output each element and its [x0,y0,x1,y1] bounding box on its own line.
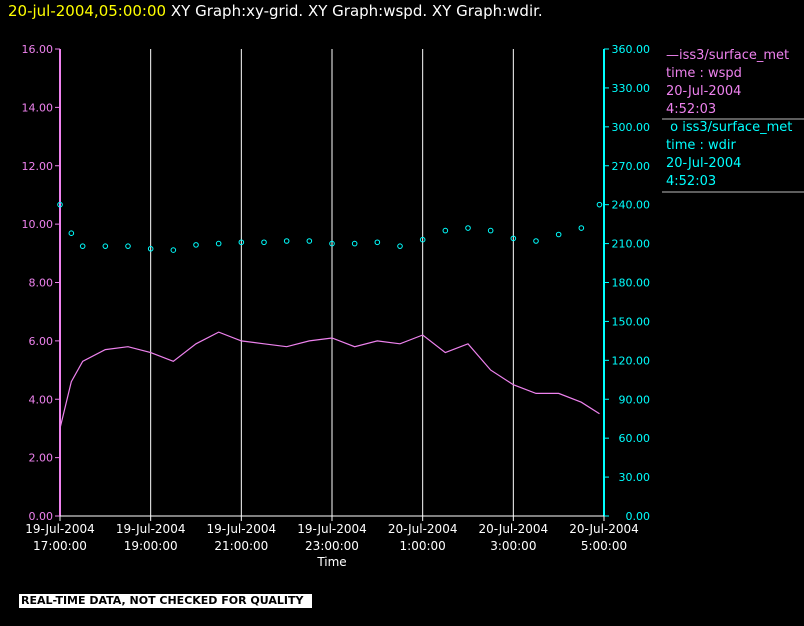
series-point-wdir [238,239,245,246]
series-point-wdir [125,243,131,249]
legend-wdir-marker-swatch: o [666,120,683,135]
legend-wdir-name: iss3/surface_met [682,120,793,135]
series-point-wdir [533,238,539,244]
y-right-tick-label: 180.00 [612,277,651,290]
legend-wspd-date: 20-Jul-2004 [666,84,742,99]
y-right-tick-label: 210.00 [612,238,651,251]
series-point-wdir [68,230,75,237]
series-point-wdir [596,201,603,208]
series-point-wdir [79,243,86,249]
y-left-tick-label: 12.00 [22,160,54,173]
x-tick-label-time: 3:00:00 [490,539,536,553]
series-point-wdir [578,225,585,231]
series-point-wdir [215,240,222,247]
header-timestamp: 20-jul-2004,05:00:00 [8,2,167,20]
series-point-wdir [465,225,471,231]
y-right-tick-label: 120.00 [612,354,651,367]
x-tick-label-time: 23:00:00 [305,539,359,553]
x-tick-label-date: 19-Jul-2004 [116,522,186,536]
legend-wdir-variable: time : wdir [666,138,736,153]
y-left-tick-label: 16.00 [22,43,54,56]
y-left-tick-label: 8.00 [29,277,54,290]
series-point-wdir [102,243,109,249]
y-right-tick-label: 360.00 [612,43,651,56]
x-tick-label-date: 20-Jul-2004 [479,522,549,536]
series-point-wdir [147,245,154,252]
x-tick-label-time: 19:00:00 [124,539,178,553]
series-point-wdir [510,235,517,242]
series-point-wdir [57,201,63,208]
y-right-tick-label: 240.00 [612,199,651,212]
legend-wdir-date: 20-Jul-2004 [666,156,742,171]
legend-wspd-time: 4:52:03 [666,102,717,117]
series-point-wdir [261,239,267,246]
header-graph-titles: XY Graph:xy-grid. XY Graph:wspd. XY Grap… [170,2,543,20]
y-left-tick-label: 6.00 [29,335,54,348]
x-tick-label-date: 20-Jul-2004 [388,522,458,536]
series-point-wdir [351,240,358,247]
y-right-tick-label: 270.00 [612,160,651,173]
x-tick-label-time: 5:00:00 [581,539,627,553]
legend-wspd: —iss3/surface_met time : wspd 20-Jul-200… [666,47,789,119]
series-point-wdir [487,227,494,234]
x-tick-label-date: 19-Jul-2004 [25,522,95,536]
series-point-wdir [419,236,426,243]
y-right-tick-label: 0.00 [626,510,651,523]
series-point-wdir [374,239,381,246]
y-left-tick-label: 2.00 [29,452,54,465]
y-left-tick-label: 4.00 [29,393,54,406]
series-point-wdir [442,227,449,234]
legend-wdir-time: 4:52:03 [666,174,717,189]
series-line-wspd [59,331,600,429]
y-left-tick-label: 0.00 [29,510,54,523]
y-left-tick-label: 14.00 [22,101,54,114]
legend-wspd-name: iss3/surface_met [679,48,790,63]
quality-note: REAL-TIME DATA, NOT CHECKED FOR QUALITY [19,594,313,608]
x-axis-label: Time [316,555,346,569]
y-left-tick-label: 10.00 [22,218,54,231]
y-right-tick-label: 330.00 [612,82,651,95]
series-point-wdir [555,231,562,238]
y-right-tick-label: 150.00 [612,315,651,328]
y-right-tick-label: 30.00 [619,471,651,484]
x-tick-label-date: 19-Jul-2004 [207,522,277,536]
chart-header: 20-jul-2004,05:00:00 XY Graph:xy-grid. X… [8,2,543,20]
series-point-wdir [283,238,290,244]
series-point-wdir [170,247,177,253]
y-right-tick-label: 60.00 [619,432,651,445]
legend-wspd-variable: time : wspd [666,66,742,81]
series-point-wdir [306,238,313,244]
x-tick-label-time: 17:00:00 [33,539,87,553]
series-point-wdir [397,243,403,249]
series-point-wdir [329,240,335,247]
x-tick-label-time: 1:00:00 [400,539,446,553]
series-point-wdir [193,242,199,248]
y-right-tick-label: 300.00 [612,121,651,134]
x-tick-label-date: 20-Jul-2004 [569,522,639,536]
legend-wspd-line-swatch: — [666,48,679,63]
legend-wdir: o iss3/surface_met time : wdir 20-Jul-20… [666,119,792,191]
x-tick-label-time: 21:00:00 [214,539,268,553]
x-tick-label-date: 19-Jul-2004 [297,522,367,536]
y-right-tick-label: 90.00 [619,393,651,406]
